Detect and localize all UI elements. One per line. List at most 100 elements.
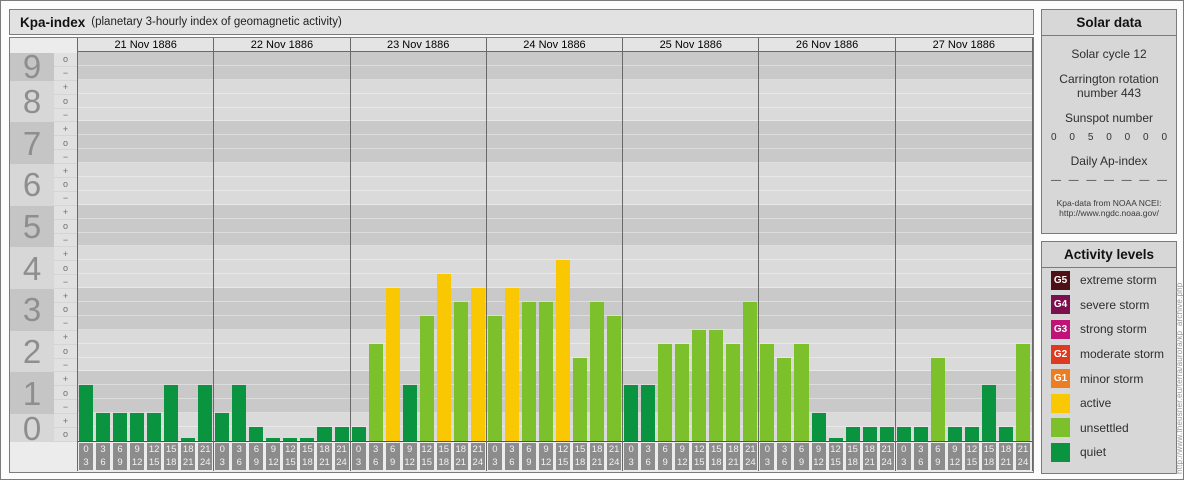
legend-swatch-g3: G3	[1051, 319, 1070, 339]
interval-label-text: 3	[781, 444, 788, 455]
tick-label-5-: −	[54, 234, 77, 248]
interval-label-text: 12	[830, 444, 841, 455]
interval-label-text: 15	[557, 457, 569, 468]
kp-bar-21nov-3h-quiet	[96, 413, 111, 441]
interval-label-box: 12 15	[283, 443, 298, 470]
tick-label-9o: o	[54, 53, 77, 67]
bars-area	[351, 52, 486, 441]
interval-label-box: 21 24	[607, 443, 622, 470]
interval-label-text: 9	[117, 457, 123, 468]
interval-label-box: 9 12	[402, 443, 417, 470]
kp-bar-23nov-21h-active	[470, 288, 485, 441]
grid-row	[78, 413, 1032, 428]
tick-label-3+: +	[54, 289, 77, 304]
interval-label-text: 3	[764, 457, 771, 468]
activity-legend: G5 extreme storm G4 severe storm G3 strong st…	[1042, 268, 1176, 465]
interval-label-text: 6	[372, 457, 379, 468]
labels-area: 0 3 3 6 6 9 9 12 12 15 15 18 18 21 21 24	[623, 441, 758, 471]
ap-value: —	[1103, 175, 1114, 186]
interval-label-text: 12	[676, 457, 688, 468]
axis-number-1: 1	[10, 372, 54, 415]
legend-label: unsettled	[1080, 420, 1129, 435]
interval-label-text: 18	[438, 457, 450, 468]
axis-number-9: 9	[10, 51, 54, 83]
axis-number-8: 8	[10, 80, 54, 123]
kp-bar-25nov-9h-unsettled	[675, 343, 690, 441]
interval-label-text: 21	[319, 457, 330, 468]
interval-label-text: 3	[492, 457, 498, 468]
kp-bar-22nov-15h-quiet	[300, 438, 315, 441]
grid-row	[78, 149, 1032, 164]
kp-bar-23nov-3h-unsettled	[368, 343, 383, 441]
interval-label-text: 12	[404, 457, 415, 468]
kp-bar-23nov-9h-quiet	[402, 385, 417, 441]
axis-number-0: 0	[10, 412, 54, 444]
ap-values-row: — — — — — — —	[1042, 175, 1176, 186]
bars-area	[487, 52, 622, 441]
legend-label: severe storm	[1080, 297, 1150, 312]
interval-label-box: 9 12	[266, 443, 281, 470]
legend-row-strong-storm: G3 strong storm	[1042, 317, 1176, 342]
interval-label-text: 3	[219, 457, 225, 468]
interval-label-text: 15	[165, 444, 177, 455]
grid-row	[78, 246, 1032, 261]
interval-label-text: 9	[543, 444, 549, 455]
interval-label-text: 15	[847, 444, 858, 455]
legend-label: quiet	[1080, 445, 1107, 460]
interval-label-box: 18 21	[453, 443, 468, 470]
day-column-21-nov-1886: 21 Nov 1886 0 3 3 6 6 9 9 12 12 15 15 18 18 21 21 24	[78, 38, 215, 471]
kp-bar-26nov-18h-quiet	[862, 427, 877, 441]
interval-label-text: 12	[966, 444, 978, 455]
kp-bar-21nov-21h-quiet	[198, 385, 213, 441]
plot-area: 21 Nov 1886 0 3 3 6 6 9 9 12 12 15 15 18 18 21 21 24 22 N…	[77, 38, 1033, 471]
interval-label-text: 18	[847, 457, 858, 468]
interval-label-text: 21	[864, 457, 875, 468]
day-column-23-nov-1886: 23 Nov 1886 0 3 3 6 6 9 9 12 12 15 15 18 18 21 21 24	[350, 38, 487, 471]
interval-label-text: 18	[302, 457, 313, 468]
chart-title: Kpa-index	[20, 14, 86, 30]
tick-label-1-: −	[54, 400, 77, 415]
interval-label-text: 9	[679, 444, 685, 455]
bars-area	[759, 52, 894, 441]
data-source-url: http://www.ngdc.noaa.gov/	[1059, 208, 1159, 218]
kp-bar-26nov-3h-unsettled	[777, 357, 792, 441]
interval-label-text: 24	[1017, 457, 1029, 468]
kp-bar-21nov-15h-quiet	[164, 385, 179, 441]
interval-label-text: 21	[881, 444, 892, 455]
interval-label-text: 6	[645, 457, 651, 468]
tick-label-4o: o	[54, 261, 77, 276]
kp-bar-25nov-3h-quiet	[641, 385, 656, 441]
solar-data-panel: Solar data Solar cycle 12 Carrington rot…	[1041, 9, 1177, 234]
interval-label-text: 0	[492, 444, 498, 455]
tick-label-3-: −	[54, 317, 77, 331]
data-source-line1: Kpa-data from NOAA NCEI:	[1056, 198, 1162, 208]
kp-bar-22nov-12h-quiet	[283, 438, 298, 441]
sunspot-values-row: 0 0 5 0 0 0 0	[1042, 132, 1176, 143]
interval-label-box: 21 24	[470, 443, 485, 470]
tick-label-8-: −	[54, 109, 77, 123]
kp-bar-23nov-15h-active	[436, 274, 451, 441]
kp-bar-24nov-9h-unsettled	[538, 302, 553, 441]
interval-label-text: 18	[728, 444, 739, 455]
ap-value: —	[1051, 175, 1061, 186]
legend-row-quiet: quiet	[1042, 440, 1176, 465]
interval-label-text: 12	[285, 444, 296, 455]
interval-label-text: 15	[302, 444, 313, 455]
interval-label-text: 15	[148, 457, 160, 468]
interval-label-text: 18	[864, 444, 875, 455]
carrington-text: Carrington rotation number 443	[1059, 72, 1159, 100]
interval-label-text: 21	[745, 444, 756, 455]
interval-label-text: 12	[131, 457, 143, 468]
grid-row	[78, 52, 1032, 66]
interval-label-box: 9 12	[811, 443, 826, 470]
